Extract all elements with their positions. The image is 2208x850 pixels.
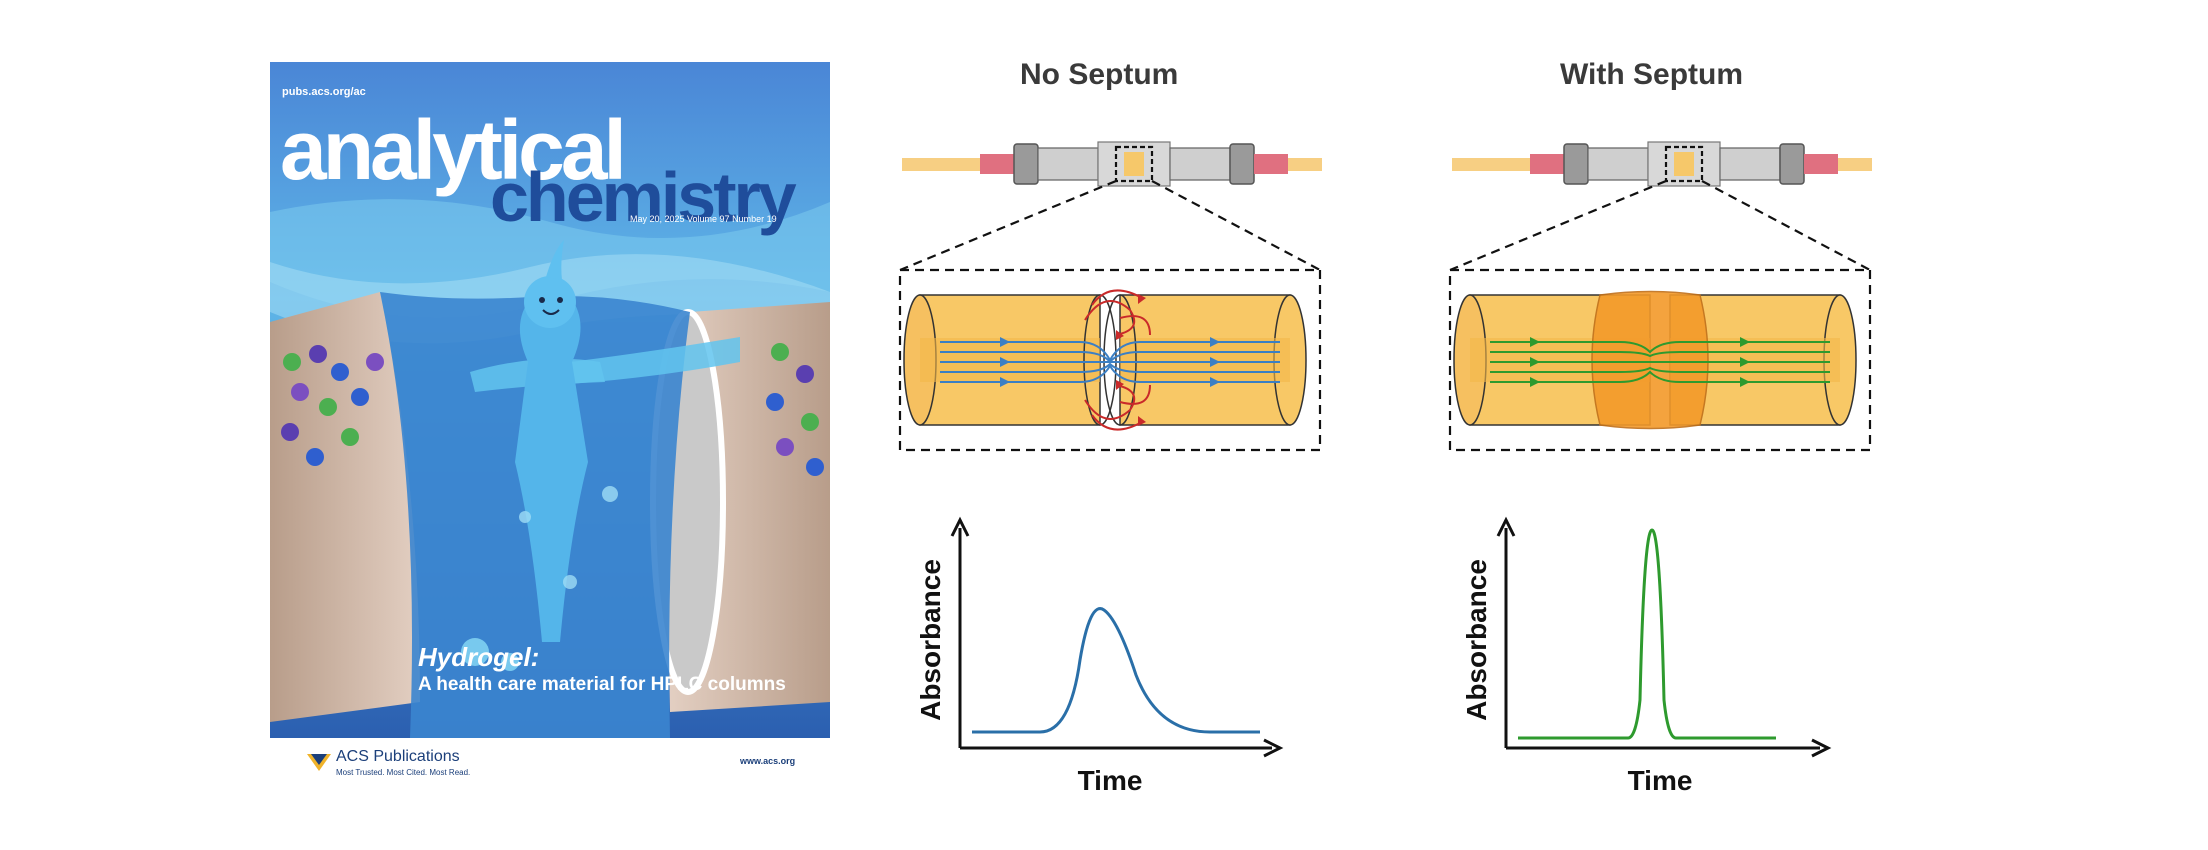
column-fitting bbox=[1452, 141, 1872, 187]
vortex-arrows bbox=[1084, 289, 1151, 431]
cover-url: pubs.acs.org/ac bbox=[282, 86, 366, 98]
cover-highlight-title: Hydrogel: bbox=[418, 642, 540, 672]
zoom-line-left bbox=[899, 179, 1117, 272]
publisher-tagline: Most Trusted. Most Cited. Most Read. bbox=[336, 768, 471, 777]
zoom-line-right bbox=[1701, 180, 1871, 271]
zoom-line-left bbox=[1449, 179, 1667, 272]
y-axis-label: Absorbance bbox=[1461, 559, 1492, 721]
flow-lines-with-septum bbox=[1490, 341, 1830, 383]
cover-artwork bbox=[270, 62, 830, 738]
hydrogel-mascot bbox=[470, 240, 740, 642]
column-fitting bbox=[902, 141, 1322, 187]
acs-logo-icon bbox=[307, 754, 331, 771]
chromatogram-trace bbox=[972, 607, 1260, 734]
column-diagram-with-septum bbox=[1448, 141, 1872, 452]
cover-title-line1: analytical bbox=[280, 103, 627, 197]
flow-lines-no-septum bbox=[940, 341, 1280, 383]
publisher-name: ACS Publications bbox=[336, 748, 460, 765]
septum bbox=[1591, 290, 1709, 430]
flow-arrowheads-no-septum bbox=[1000, 337, 1220, 387]
chromatogram-with-septum: Time Absorbance bbox=[1461, 516, 1832, 796]
cover-title-line2: chemistry bbox=[490, 158, 797, 236]
cover-highlight-subtitle: A health care material for HPLC columns bbox=[418, 674, 786, 695]
column-section-right bbox=[1119, 294, 1307, 426]
publisher-website: www.acs.org bbox=[740, 756, 796, 766]
x-axis-label: Time bbox=[1078, 765, 1143, 796]
x-axis-label: Time bbox=[1628, 765, 1693, 796]
column-section-left bbox=[903, 294, 1101, 426]
panel-title-no-septum: No Septum bbox=[1020, 58, 1179, 91]
chromatogram-no-septum: Time Absorbance bbox=[915, 516, 1284, 796]
journal-cover: pubs.acs.org/ac analytical chemistry May… bbox=[270, 62, 830, 738]
flow-arrowheads-with-septum bbox=[1530, 337, 1750, 387]
column-diagram-no-septum bbox=[898, 141, 1322, 452]
panel-title-with-septum: With Septum bbox=[1560, 58, 1744, 91]
chromatogram-trace bbox=[1518, 528, 1776, 740]
zoom-line-right bbox=[1151, 180, 1321, 271]
y-axis-label: Absorbance bbox=[915, 559, 946, 721]
cover-issue-info: May 20, 2025 Volume 97 Number 19 bbox=[630, 214, 777, 224]
cover-footer: ACS Publications Most Trusted. Most Cite… bbox=[270, 740, 830, 790]
